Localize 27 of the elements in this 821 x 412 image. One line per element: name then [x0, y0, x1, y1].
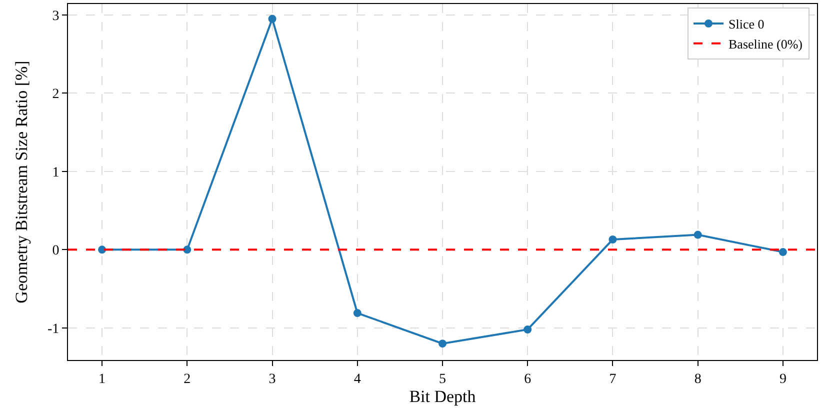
point [183, 246, 192, 254]
legend-label: Baseline (0%) [728, 36, 803, 52]
point [608, 236, 617, 244]
y-tick-label: 3 [52, 8, 60, 24]
x-tick-label: 3 [268, 372, 276, 387]
point [353, 309, 362, 318]
point [694, 230, 702, 239]
x-tick-label: 8 [694, 372, 702, 387]
point [438, 340, 446, 348]
point [778, 248, 787, 256]
x-tick-label: 6 [524, 372, 532, 387]
point [524, 325, 532, 334]
x-tick-label: 5 [439, 372, 446, 387]
x-tick-label: 2 [184, 372, 191, 387]
y-axis-title: Geometry Bitstream Size Ratio [%] [12, 60, 32, 304]
x-tick-label: 9 [779, 372, 786, 387]
point [98, 246, 106, 254]
x-tick-label: 1 [98, 372, 106, 387]
y-tick-label: 0 [52, 244, 60, 259]
x-axis-title: Bit Depth [409, 386, 476, 406]
x-tick-label: 7 [609, 372, 616, 387]
y-tick-label: 1 [52, 165, 60, 180]
y-tick-label: 2 [52, 87, 60, 102]
legend-label: Slice 0 [728, 16, 764, 32]
x-tick-label: 4 [354, 372, 361, 387]
y-tick-label: -1 [48, 322, 60, 337]
point [268, 14, 276, 23]
